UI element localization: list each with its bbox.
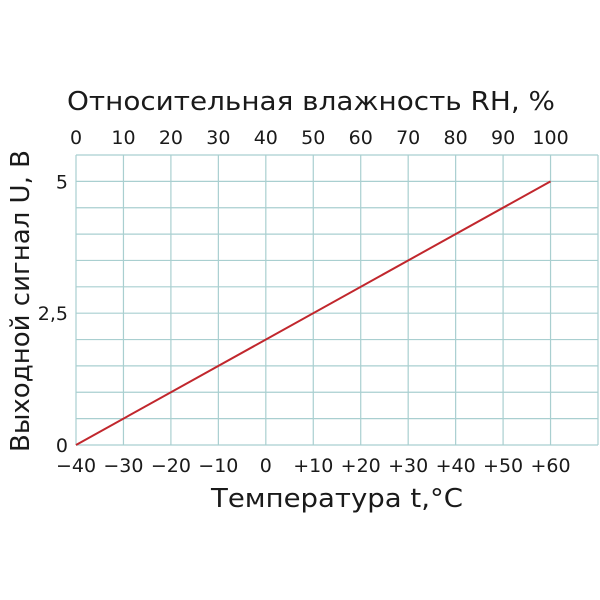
series [75,180,552,446]
y-tick-label: 2,5 [38,303,68,325]
x-tick-label: +50 [483,455,523,477]
x-axis-title: Температура t,°C [210,484,463,514]
x-tick-label: +30 [388,455,428,477]
x-tick-label: −10 [198,455,238,477]
x-top-tick-label: 100 [532,127,568,149]
x-top-tick-label: 0 [70,127,82,149]
x-top-tick-label: 20 [159,127,183,149]
x-top-tick-label: 50 [301,127,325,149]
y-tick-label: 5 [56,171,68,193]
x-top-tick-label: 10 [111,127,135,149]
x-tick-label: −20 [151,455,191,477]
x-tick-label: +60 [530,455,570,477]
x-top-tick-label: 80 [444,127,468,149]
x-top-tick-label: 30 [206,127,230,149]
series-line [75,180,552,446]
x-top-tick-label: 60 [349,127,373,149]
x-tick-label: +20 [341,455,381,477]
x-tick-label: −40 [56,455,96,477]
x-top-tick-label: 90 [491,127,515,149]
x-top-axis-ticks: 0 10 20 30 40 50 60 70 80 90 100 [70,127,569,149]
y-tick-label: 0 [56,435,68,457]
x-tick-label: +10 [293,455,333,477]
y-axis-ticks: 02,55 [38,171,68,457]
y-axis-title: Выходной сигнал U, В [6,150,36,452]
x-tick-label: +40 [436,455,476,477]
x-tick-label: −30 [103,455,143,477]
top-axis-title: Относительная влажность RH, % [67,87,555,117]
x-top-tick-label: 40 [254,127,278,149]
x-tick-label: 0 [260,455,272,477]
grid [75,154,599,446]
x-axis-ticks: −40 −30 −20 −10 0 +10 +20 +30 +40 +50 +60 [56,455,571,477]
x-top-tick-label: 70 [396,127,420,149]
